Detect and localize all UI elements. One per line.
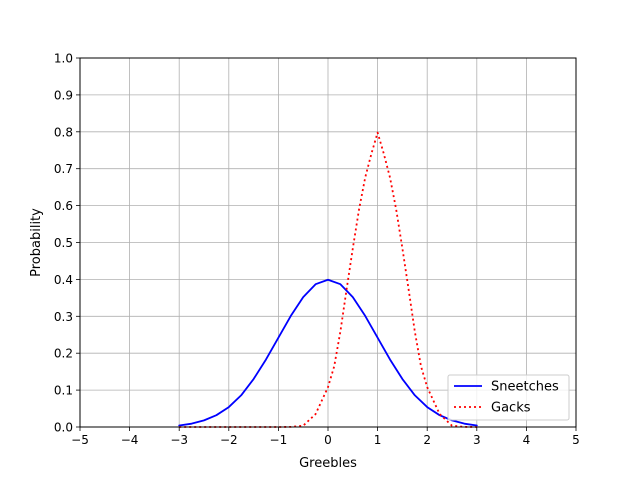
x-tick-label: −2: [220, 433, 238, 447]
y-tick-label: 0.0: [54, 421, 73, 435]
series-line-sneetches: [178, 278, 478, 427]
legend-label-sneetches: Sneetches: [491, 380, 559, 395]
x-tick-label: −1: [270, 433, 288, 447]
legend-label-gacks: Gacks: [491, 401, 531, 416]
y-tick-label: 0.3: [54, 310, 73, 324]
y-axis-label: Probability: [29, 208, 44, 277]
x-tick-label: 1: [374, 433, 382, 447]
y-tick-label: 0.8: [54, 125, 73, 139]
y-tick-label: 0.9: [54, 88, 73, 102]
series-line-gacks: [179, 131, 477, 428]
x-tick-label: −3: [170, 433, 188, 447]
y-tick-label: 0.1: [54, 384, 73, 398]
y-tick-label: 0.5: [54, 236, 73, 250]
x-tick-label: 2: [423, 433, 431, 447]
series-group: [178, 131, 478, 428]
ticks: −5 −4 −3 −2 −1 0 1 2 3 4 5 0.0 0.1 0.2 0.3 0.4 0.5 0.6 0.7…: [54, 52, 580, 448]
y-tick-label: 0.4: [54, 273, 73, 287]
legend: Sneetches Gacks: [447, 374, 570, 421]
y-tick-label: 1.0: [54, 52, 73, 66]
y-tick-label: 0.7: [54, 162, 73, 176]
x-tick-label: 0: [324, 433, 332, 447]
grid: [79, 57, 577, 428]
x-axis-label: Greebles: [299, 456, 357, 471]
y-tick-label: 0.2: [54, 347, 73, 361]
x-tick-label: 3: [473, 433, 481, 447]
y-tick-label: 0.6: [54, 199, 73, 213]
x-tick-label: 4: [523, 433, 531, 447]
x-tick-label: 5: [572, 433, 580, 447]
x-tick-label: −5: [71, 433, 89, 447]
x-tick-label: −4: [121, 433, 139, 447]
